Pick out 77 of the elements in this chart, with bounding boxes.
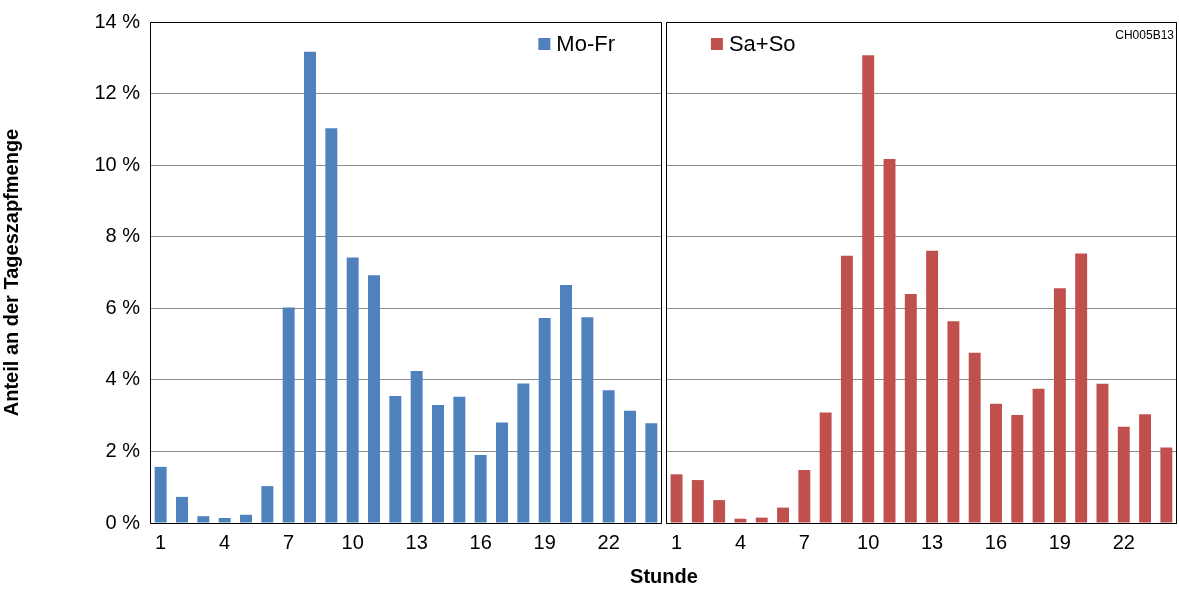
bar xyxy=(1075,253,1088,523)
bar xyxy=(990,403,1002,523)
bar xyxy=(1096,383,1109,523)
x-tick-label: 1 xyxy=(671,530,683,553)
bar xyxy=(755,517,768,523)
bar xyxy=(645,423,658,523)
bar xyxy=(670,474,683,523)
legend-label: Mo-Fr xyxy=(556,31,615,57)
x-tick-label: 7 xyxy=(283,530,295,553)
y-tick-label: 8 % xyxy=(105,224,141,247)
bar xyxy=(304,51,316,523)
y-tick-label: 2 % xyxy=(105,438,141,461)
x-tick-label: 4 xyxy=(219,530,231,553)
y-tick-label: 0 % xyxy=(105,510,141,533)
bar xyxy=(176,496,188,523)
bar xyxy=(734,518,747,523)
bar xyxy=(883,159,896,523)
y-axis-title: Anteil an der Tageszapfmenge xyxy=(0,128,22,417)
x-tick-label: 16 xyxy=(984,530,1008,553)
x-tick-label: 4 xyxy=(734,530,747,553)
bar xyxy=(904,293,917,523)
bar xyxy=(968,352,981,523)
x-tick-label: 1 xyxy=(155,530,167,553)
y-tick-label: 10 % xyxy=(94,152,141,175)
bar xyxy=(840,255,853,523)
bar xyxy=(713,500,726,523)
bar xyxy=(926,250,939,523)
x-tick-label: 13 xyxy=(920,530,944,553)
x-tick-label: 19 xyxy=(1048,530,1071,553)
bar xyxy=(947,321,960,523)
bar xyxy=(560,285,572,523)
annotation: CH005B13 xyxy=(1115,28,1175,43)
bar xyxy=(240,514,252,523)
bar xyxy=(432,404,444,523)
x-tick-label: 16 xyxy=(469,530,492,553)
y-tick-label: 12 % xyxy=(94,81,141,104)
bar xyxy=(453,396,466,523)
bar xyxy=(1139,414,1152,523)
bar xyxy=(1053,288,1066,523)
bar xyxy=(538,317,551,523)
bar xyxy=(325,128,338,523)
bar xyxy=(819,412,832,523)
bar xyxy=(602,390,615,523)
bar xyxy=(261,486,274,523)
bar xyxy=(1117,426,1130,523)
bar xyxy=(691,480,704,523)
x-tick-label: 13 xyxy=(405,530,428,553)
bar xyxy=(777,507,789,523)
bar xyxy=(624,410,636,523)
bar xyxy=(154,466,167,523)
bar xyxy=(581,317,594,523)
bar xyxy=(1032,388,1045,523)
bar xyxy=(410,370,423,523)
bar xyxy=(474,455,487,523)
bar xyxy=(346,257,359,523)
y-tick-label: 4 % xyxy=(105,367,141,390)
bar xyxy=(517,383,530,523)
bar xyxy=(389,395,402,523)
bar xyxy=(282,307,295,523)
x-tick-label: 7 xyxy=(798,530,810,553)
bar xyxy=(1160,447,1173,523)
bar xyxy=(368,275,380,523)
bar xyxy=(218,517,231,523)
y-tick-label: 6 % xyxy=(105,295,141,318)
bar xyxy=(798,470,811,523)
bar xyxy=(496,422,508,523)
x-axis-title: Stunde xyxy=(629,565,699,588)
x-tick-label: 10 xyxy=(857,530,880,553)
x-tick-label: 19 xyxy=(533,530,556,553)
y-tick-label: 14 % xyxy=(94,9,141,32)
bar xyxy=(862,55,875,523)
x-tick-label: 22 xyxy=(597,530,620,553)
bar xyxy=(197,516,210,523)
x-tick-label: 10 xyxy=(341,530,364,553)
x-tick-label: 22 xyxy=(1112,530,1135,553)
legend-label: Sa+So xyxy=(728,31,796,57)
bar xyxy=(1011,414,1024,523)
